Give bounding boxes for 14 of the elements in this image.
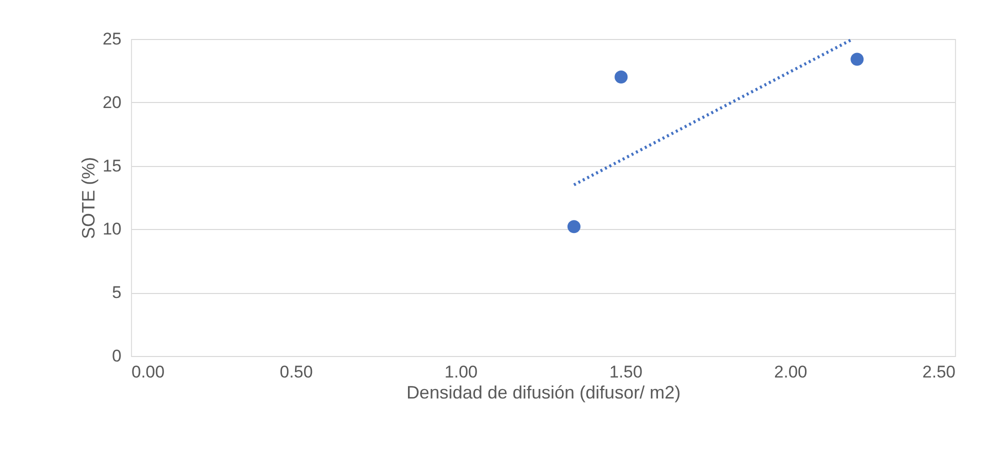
y-tick-label: 15 — [102, 156, 122, 176]
y-tick-label: 25 — [102, 30, 122, 48]
y-tick-label: 20 — [102, 92, 122, 112]
y-tick-label: 0 — [112, 346, 122, 366]
x-tick-label: 2.50 — [922, 362, 956, 382]
y-axis-title: SOTE (%) — [78, 156, 99, 240]
x-tick-label: 2.00 — [774, 362, 808, 382]
x-tick-label: 0.50 — [280, 362, 313, 382]
x-tick-label: 0.00 — [132, 362, 165, 382]
y-tick-label: 5 — [112, 283, 122, 302]
x-tick-label: 1.00 — [444, 362, 478, 382]
x-axis-title: Densidad de difusión (difusor/ m2) — [406, 382, 681, 402]
y-tick-label: 10 — [102, 220, 122, 239]
x-tick-label: 1.50 — [609, 362, 642, 382]
